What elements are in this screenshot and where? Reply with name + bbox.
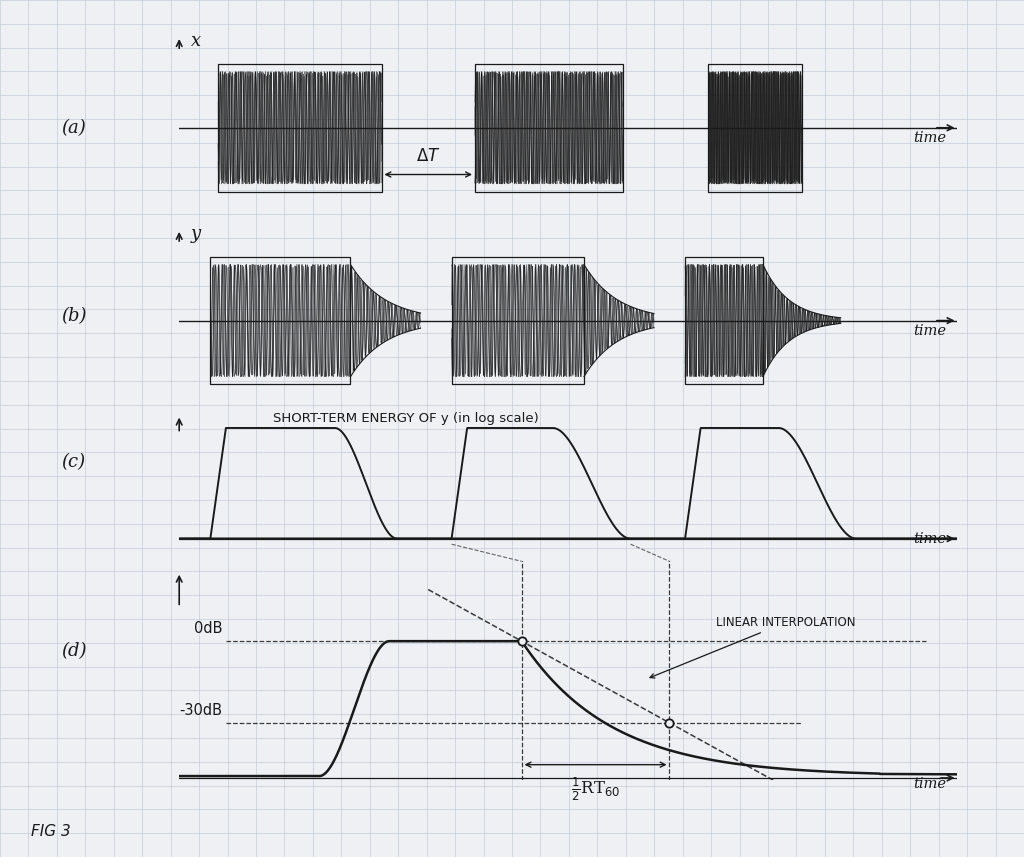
Text: (d): (d) bbox=[61, 642, 87, 660]
Text: 0dB: 0dB bbox=[194, 621, 222, 637]
Text: time: time bbox=[912, 131, 946, 145]
Text: $\Delta T$: $\Delta T$ bbox=[416, 148, 440, 165]
Text: time: time bbox=[912, 777, 946, 791]
Text: time: time bbox=[912, 324, 946, 338]
Text: time: time bbox=[912, 531, 946, 546]
Text: (a): (a) bbox=[61, 119, 86, 137]
Text: -30dB: -30dB bbox=[179, 703, 222, 718]
Text: x: x bbox=[190, 32, 201, 50]
Text: $\frac{1}{2}$RT$_{60}$: $\frac{1}{2}$RT$_{60}$ bbox=[571, 776, 621, 804]
Text: FIG 3: FIG 3 bbox=[31, 824, 71, 839]
Text: (c): (c) bbox=[61, 453, 86, 471]
Text: y: y bbox=[190, 225, 201, 243]
Text: (b): (b) bbox=[61, 308, 87, 326]
Text: LINEAR INTERPOLATION: LINEAR INTERPOLATION bbox=[650, 616, 856, 678]
Text: SHORT-TERM ENERGY OF y (in log scale): SHORT-TERM ENERGY OF y (in log scale) bbox=[272, 412, 539, 425]
